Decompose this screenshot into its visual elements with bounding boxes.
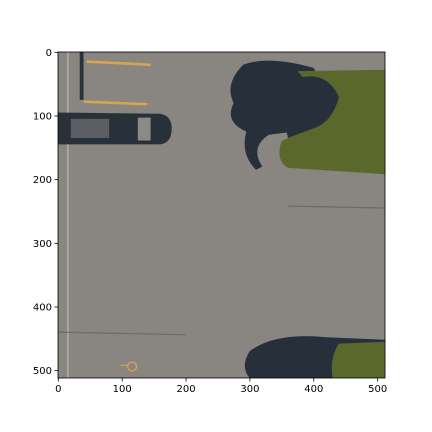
x-tick-label: 200 xyxy=(177,384,196,395)
windshield xyxy=(137,117,151,141)
curb-line xyxy=(57,331,186,336)
y-tick-label: 400 xyxy=(33,303,52,314)
x-tick-label: 100 xyxy=(113,384,132,395)
parking-line xyxy=(83,100,148,106)
tree-shadow xyxy=(286,76,340,138)
lane-line xyxy=(66,52,69,378)
curb-line xyxy=(287,205,386,209)
post xyxy=(79,52,84,100)
y-tick-label: 500 xyxy=(33,366,52,377)
car-roof xyxy=(70,118,110,138)
y-tick-label: 0 xyxy=(46,48,52,59)
wheelchair-symbol xyxy=(126,361,138,372)
grass xyxy=(279,69,385,175)
grass xyxy=(331,341,385,378)
y-tick-label: 100 xyxy=(33,111,52,122)
y-tick-label: 200 xyxy=(33,175,52,186)
axes-frame xyxy=(57,51,386,379)
x-tick-label: 0 xyxy=(55,384,61,395)
parking-line xyxy=(86,60,151,67)
x-tick-label: 300 xyxy=(240,384,259,395)
x-tick-label: 500 xyxy=(368,384,387,395)
x-tick-label: 400 xyxy=(304,384,323,395)
aerial-image xyxy=(57,52,386,378)
y-tick-label: 300 xyxy=(33,239,52,250)
